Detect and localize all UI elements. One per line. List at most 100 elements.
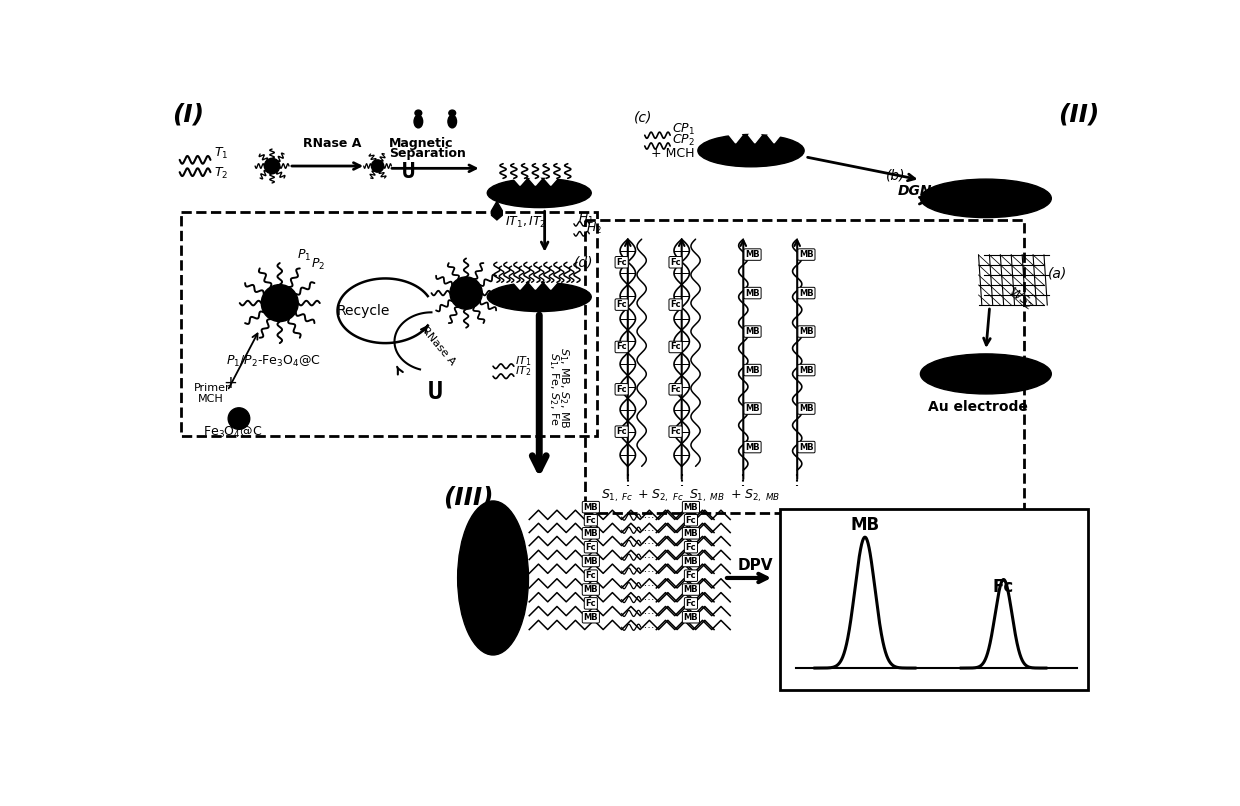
Text: Fc: Fc — [671, 427, 681, 436]
Text: Separation: Separation — [389, 147, 466, 160]
Text: MCH: MCH — [198, 393, 224, 404]
Text: MB: MB — [851, 516, 879, 534]
Text: Magnetic: Magnetic — [389, 137, 454, 150]
Text: Fc: Fc — [686, 542, 696, 551]
Ellipse shape — [920, 179, 1052, 218]
Text: Fc: Fc — [671, 384, 681, 394]
Ellipse shape — [920, 354, 1052, 394]
Text: Fc: Fc — [671, 300, 681, 310]
Text: Fc: Fc — [585, 599, 596, 608]
Text: $T_2$: $T_2$ — [213, 166, 228, 181]
Bar — [181, 212, 596, 435]
Text: $T_1$: $T_1$ — [213, 146, 228, 161]
Text: (c): (c) — [634, 110, 652, 124]
Text: (II): (II) — [1058, 102, 1099, 127]
Text: Fc: Fc — [616, 427, 627, 436]
Text: MB: MB — [683, 503, 698, 512]
Text: $IT_2$: $IT_2$ — [516, 364, 532, 378]
Text: $H_2$: $H_2$ — [587, 221, 603, 236]
Text: MB: MB — [584, 585, 598, 594]
Circle shape — [228, 408, 249, 430]
Text: RNase A: RNase A — [303, 137, 361, 150]
Text: U: U — [402, 161, 415, 181]
Text: MB: MB — [745, 442, 760, 451]
Text: ....: .... — [641, 592, 656, 602]
Text: Fc: Fc — [686, 571, 696, 580]
Text: ....: .... — [641, 536, 656, 546]
Text: (d): (d) — [574, 256, 594, 269]
Text: MB: MB — [799, 366, 813, 375]
Text: + MCH: + MCH — [651, 147, 694, 160]
Text: Fe$_3$O$_4$@C: Fe$_3$O$_4$@C — [203, 425, 262, 439]
Text: ....: .... — [641, 550, 656, 560]
Circle shape — [262, 285, 299, 322]
Text: ....: .... — [641, 579, 656, 588]
Polygon shape — [546, 172, 557, 185]
Text: MB: MB — [584, 556, 598, 566]
Bar — [585, 220, 1024, 513]
Text: Fc: Fc — [671, 343, 681, 351]
Text: $S_{1,\ Fc}$: $S_{1,\ Fc}$ — [601, 488, 634, 504]
Ellipse shape — [458, 501, 528, 655]
Text: MB: MB — [683, 556, 698, 566]
Text: $CP_2$: $CP_2$ — [672, 133, 696, 147]
Text: $P_2$: $P_2$ — [310, 256, 325, 272]
Text: DPV: DPV — [737, 559, 773, 573]
Text: MB: MB — [683, 585, 698, 594]
Text: Fc: Fc — [585, 516, 596, 525]
Text: $IT_1, IT_2$: $IT_1, IT_2$ — [505, 215, 546, 231]
Polygon shape — [491, 202, 502, 220]
Text: ....: .... — [641, 606, 656, 616]
Text: $S_1$, Fe, $S_2$, Fe: $S_1$, Fe, $S_2$, Fe — [547, 352, 560, 426]
Ellipse shape — [414, 115, 423, 128]
Text: MB: MB — [799, 250, 813, 259]
Text: + $S_{2,\ MB}$: + $S_{2,\ MB}$ — [730, 488, 780, 504]
Polygon shape — [729, 126, 742, 143]
Text: Recycle: Recycle — [337, 304, 391, 318]
Circle shape — [372, 160, 383, 172]
Ellipse shape — [449, 110, 455, 116]
Text: MB: MB — [584, 503, 598, 512]
Ellipse shape — [487, 282, 591, 312]
Polygon shape — [749, 126, 761, 143]
Circle shape — [450, 277, 482, 310]
Text: MB: MB — [745, 327, 760, 336]
Polygon shape — [529, 172, 541, 185]
Text: Fc: Fc — [616, 384, 627, 394]
Text: (III): (III) — [443, 486, 494, 510]
Bar — [780, 509, 1089, 690]
Polygon shape — [529, 276, 541, 289]
Text: $P_1/P_2$-Fe$_3$O$_4$@C: $P_1/P_2$-Fe$_3$O$_4$@C — [226, 354, 321, 369]
Text: MB: MB — [799, 442, 813, 451]
Text: U: U — [428, 380, 443, 404]
Polygon shape — [515, 172, 526, 185]
Ellipse shape — [487, 178, 591, 208]
Text: (b): (b) — [885, 169, 905, 183]
Text: MB: MB — [584, 613, 598, 621]
Polygon shape — [768, 126, 780, 143]
Text: ....: .... — [641, 510, 656, 520]
Text: $IT_1$: $IT_1$ — [516, 354, 532, 368]
Text: $CP_1$: $CP_1$ — [672, 122, 696, 137]
Text: $S_1$, MB, $S_2$, MB: $S_1$, MB, $S_2$, MB — [557, 347, 570, 429]
Text: MB: MB — [799, 289, 813, 297]
Text: (a): (a) — [1048, 267, 1066, 280]
Text: ....: .... — [641, 563, 656, 574]
Text: MB: MB — [745, 366, 760, 375]
Text: +: + — [223, 374, 237, 392]
Text: Fc: Fc — [585, 542, 596, 551]
Text: $H_1$: $H_1$ — [578, 210, 594, 226]
Text: Primer: Primer — [193, 383, 231, 393]
Text: (I): (I) — [172, 102, 203, 127]
Text: MB: MB — [683, 529, 698, 538]
Text: MB: MB — [745, 404, 760, 413]
Text: MB: MB — [584, 529, 598, 538]
Text: $S_{1,\ MB}$: $S_{1,\ MB}$ — [689, 488, 725, 504]
Polygon shape — [546, 276, 557, 289]
Text: ....: .... — [641, 620, 656, 630]
Text: MB: MB — [745, 289, 760, 297]
Text: Fc: Fc — [616, 300, 627, 310]
Text: + $S_{2,\ Fc}$: + $S_{2,\ Fc}$ — [637, 488, 684, 504]
Ellipse shape — [448, 115, 456, 128]
Text: Fc: Fc — [993, 578, 1014, 596]
